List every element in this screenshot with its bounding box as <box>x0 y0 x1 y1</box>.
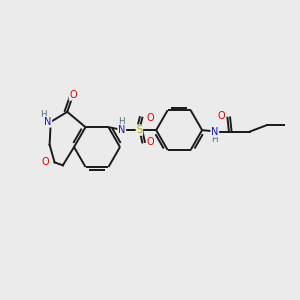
Text: N: N <box>211 127 218 136</box>
Text: H: H <box>212 135 218 144</box>
Text: O: O <box>69 90 77 100</box>
Text: S: S <box>136 125 142 135</box>
Text: H: H <box>40 110 47 119</box>
Text: H: H <box>118 117 125 126</box>
Text: O: O <box>147 137 154 148</box>
Text: O: O <box>42 158 50 167</box>
Text: O: O <box>218 111 225 121</box>
Text: N: N <box>44 117 52 127</box>
Text: N: N <box>118 125 125 135</box>
Text: O: O <box>147 113 154 123</box>
